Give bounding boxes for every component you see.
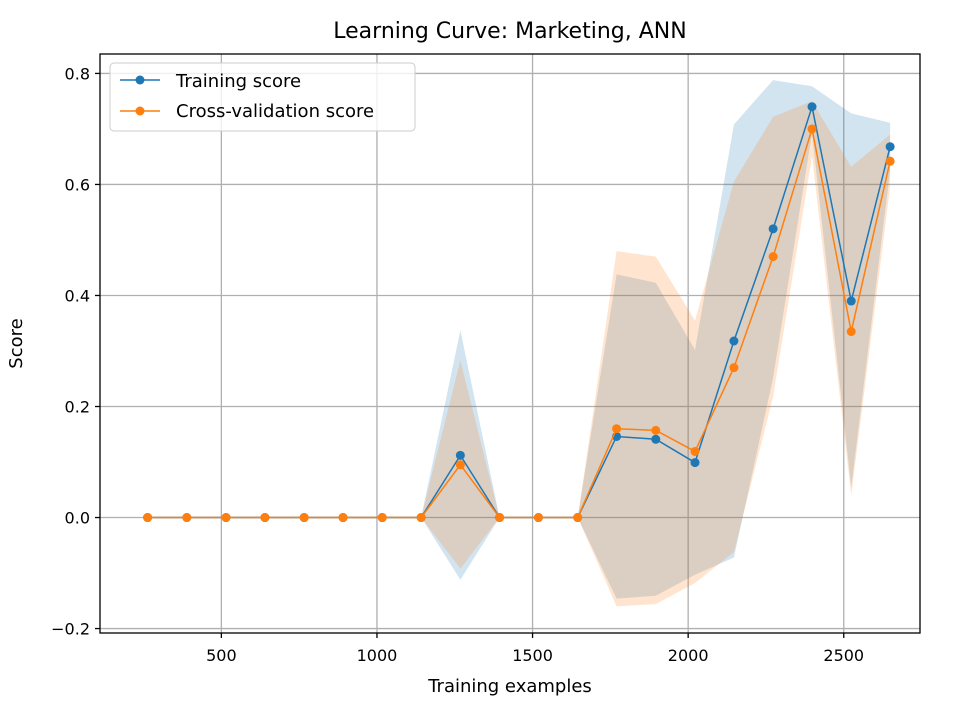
x-tick-label: 2000 <box>668 646 709 665</box>
cross-validation-score-point <box>885 156 895 166</box>
x-tick-label: 1500 <box>512 646 553 665</box>
cross-validation-score-point <box>338 513 348 523</box>
cross-validation-score-point <box>729 363 739 373</box>
training-score-point <box>729 336 739 346</box>
cross-validation-score-point <box>612 424 622 434</box>
cross-validation-score-point <box>690 446 700 456</box>
training-score-point <box>885 142 895 152</box>
cross-validation-score-point <box>182 513 192 523</box>
y-tick-label: 0.4 <box>65 286 90 305</box>
training-score-point <box>807 102 817 112</box>
cross-validation-score-point <box>221 513 231 523</box>
y-axis-label: Score <box>6 318 27 368</box>
legend-label-training: Training score <box>175 71 301 92</box>
cross-validation-score-point <box>651 425 661 435</box>
line-layer <box>143 102 895 523</box>
cross-validation-score-point <box>416 513 426 523</box>
x-tick-label: 2500 <box>823 646 864 665</box>
cross-validation-score-point <box>573 513 583 523</box>
y-tick-label: 0.0 <box>65 509 90 528</box>
cross-validation-score-band <box>147 101 891 607</box>
band-layer <box>147 80 891 607</box>
legend-marker-training <box>135 75 145 85</box>
y-tick-label: 0.8 <box>65 64 90 83</box>
cross-validation-score-point <box>299 513 309 523</box>
cross-validation-score-point <box>377 513 387 523</box>
grid-layer <box>100 54 920 633</box>
tick-layer: 500 1000 1500 2000 2500 −0.2 0.0 0.2 0.4 0.6 0.8 <box>51 64 864 665</box>
x-tick-label: 500 <box>206 646 237 665</box>
x-tick-label: 1000 <box>357 646 398 665</box>
legend: Training score Cross-validation score <box>109 62 416 132</box>
cross-validation-score-point <box>533 513 543 523</box>
cross-validation-score-point <box>143 513 153 523</box>
y-tick-label: 0.2 <box>65 398 90 417</box>
cross-validation-score-point <box>768 252 778 262</box>
cross-validation-score-point <box>495 513 505 523</box>
cross-validation-score-point <box>846 327 856 337</box>
training-score-point <box>651 434 661 444</box>
legend-marker-cross-validation <box>135 106 145 116</box>
x-axis-label: Training examples <box>427 676 592 697</box>
legend-box <box>109 62 416 132</box>
training-score-point <box>455 450 465 460</box>
training-score-point <box>768 224 778 234</box>
plot-area <box>99 53 921 634</box>
training-score-point <box>846 296 856 306</box>
legend-label-cross-validation: Cross-validation score <box>176 101 374 122</box>
training-score-point <box>690 458 700 468</box>
y-tick-label: 0.6 <box>65 175 90 194</box>
y-tick-label: −0.2 <box>51 620 90 639</box>
plot-frame <box>99 53 921 634</box>
cross-validation-score-point <box>807 124 817 134</box>
training-score-band <box>147 80 891 599</box>
chart-title: Learning Curve: Marketing, ANN <box>333 19 686 44</box>
cross-validation-score-point <box>455 460 465 470</box>
cross-validation-score-point <box>260 513 270 523</box>
cross-validation-score-line <box>147 128 891 519</box>
